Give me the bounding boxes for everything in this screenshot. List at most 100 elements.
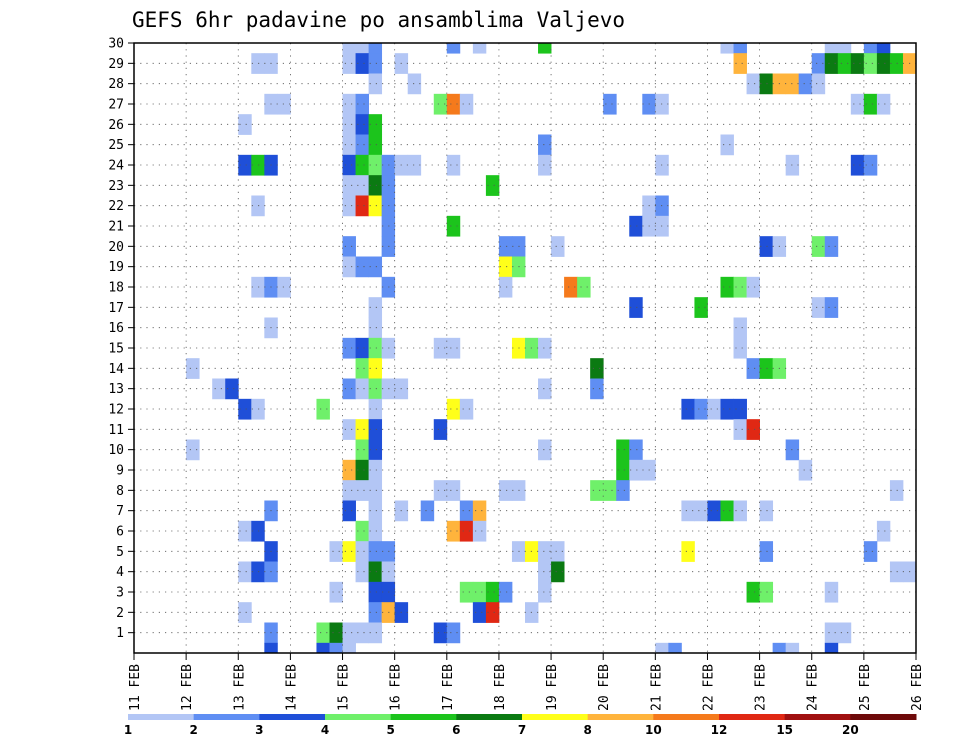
heatmap-cell: [368, 337, 383, 359]
heatmap-cell: [707, 500, 721, 522]
y-tick-label: 12: [108, 403, 124, 418]
x-tick-label: 21 FEB: [649, 664, 664, 711]
heatmap-cell: [368, 581, 383, 603]
heatmap-cell: [342, 541, 356, 562]
heatmap-cell: [863, 93, 878, 115]
heatmap-cell: [342, 500, 356, 522]
x-tick-label: 26 FEB: [910, 664, 925, 711]
heatmap-cell: [355, 480, 369, 501]
heatmap-cell: [355, 175, 369, 196]
heatmap-cell: [186, 439, 200, 461]
heatmap-cell: [342, 114, 356, 135]
heatmap-cell: [551, 541, 565, 562]
colorbar-label: 10: [645, 723, 662, 737]
heatmap-cell: [329, 622, 343, 644]
y-tick-label: 7: [116, 504, 124, 519]
heatmap-cell: [603, 93, 617, 115]
heatmap-cell: [368, 439, 383, 461]
heatmap-cell: [629, 439, 643, 461]
heatmap-cell: [485, 175, 500, 196]
heatmap-cell: [538, 134, 552, 156]
heatmap-cell: [837, 622, 852, 644]
heatmap-cell: [655, 642, 669, 654]
heatmap-cell: [459, 520, 474, 542]
x-tick-label: 20 FEB: [597, 664, 612, 711]
heatmap-cell: [694, 297, 708, 318]
y-tick-label: 20: [108, 240, 124, 255]
y-tick-label: 28: [108, 77, 124, 92]
heatmap-cell: [694, 398, 708, 420]
heatmap-cell: [863, 154, 878, 176]
y-axis-member-ticks: 1234567891011121314151617181920212223242…: [108, 37, 134, 641]
heatmap-cell: [694, 500, 708, 522]
x-tick-label: 11 FEB: [128, 664, 143, 711]
heatmap-cell: [811, 53, 826, 74]
x-tick-label: 19 FEB: [545, 664, 560, 711]
heatmap-cell: [238, 561, 252, 583]
heatmap-cell: [876, 53, 891, 74]
heatmap-cell: [329, 581, 343, 603]
heatmap-cell: [342, 419, 356, 440]
heatmap-cell: [433, 93, 448, 115]
heatmap-cell: [824, 43, 839, 54]
heatmap-cell: [616, 459, 630, 481]
heatmap-cell: [798, 73, 813, 95]
heatmap-cell: [433, 419, 448, 440]
heatmap-cell: [329, 642, 343, 654]
heatmap-cell: [564, 276, 578, 298]
y-tick-label: 9: [116, 464, 124, 479]
heatmap-cell: [368, 459, 383, 481]
x-tick-label: 17 FEB: [441, 664, 456, 711]
heatmap-cell: [355, 459, 369, 481]
heatmap-cell: [355, 622, 369, 644]
heatmap-cell: [342, 154, 356, 176]
heatmap-cell: [759, 581, 774, 603]
heatmap-cell: [498, 236, 513, 257]
heatmap-cell: [368, 175, 383, 196]
heatmap-cell: [355, 439, 369, 461]
colorbar-label: 4: [321, 723, 329, 737]
heatmap-cell: [368, 541, 383, 562]
y-tick-label: 29: [108, 57, 124, 72]
heatmap-cell: [342, 378, 356, 400]
colorbar-swatch: [850, 714, 917, 720]
heatmap-cell: [472, 520, 487, 542]
heatmap-cell: [355, 337, 369, 359]
heatmap-cells: [186, 43, 917, 654]
x-tick-label: 14 FEB: [284, 664, 299, 711]
heatmap-cell: [538, 154, 552, 176]
heatmap-cell: [433, 337, 448, 359]
heatmap-cell: [590, 378, 604, 400]
heatmap-cell: [368, 500, 383, 522]
y-tick-label: 15: [108, 342, 124, 357]
heatmap-cell: [498, 480, 513, 501]
heatmap-cell: [681, 541, 695, 562]
heatmap-cell: [759, 500, 774, 522]
y-tick-label: 13: [108, 382, 124, 397]
heatmap-cell: [238, 602, 252, 623]
heatmap-cell: [342, 134, 356, 156]
colorbar-swatch: [653, 714, 720, 720]
x-tick-label: 16 FEB: [389, 664, 404, 711]
heatmap-cell: [342, 622, 356, 644]
heatmap-cell: [720, 398, 734, 420]
colorbar-swatch: [259, 714, 326, 720]
heatmap-cell: [759, 358, 774, 379]
colorbar-label: 20: [842, 723, 859, 737]
heatmap-cell: [355, 195, 369, 217]
heatmap-cell: [433, 622, 448, 644]
heatmap-cell: [368, 317, 383, 339]
heatmap-cell: [459, 398, 474, 420]
heatmap-cell: [538, 378, 552, 400]
heatmap-cell: [498, 256, 513, 278]
heatmap-cell: [277, 93, 291, 115]
heatmap-cell: [342, 236, 356, 257]
heatmap-cell: [446, 398, 461, 420]
heatmap-cell: [876, 43, 891, 54]
heatmap-cell: [746, 581, 760, 603]
colorbar-label: 12: [711, 723, 728, 737]
heatmap-cell: [824, 622, 839, 644]
heatmap-cell: [668, 642, 682, 654]
heatmap-cell: [225, 378, 239, 400]
heatmap-cell: [368, 520, 383, 542]
